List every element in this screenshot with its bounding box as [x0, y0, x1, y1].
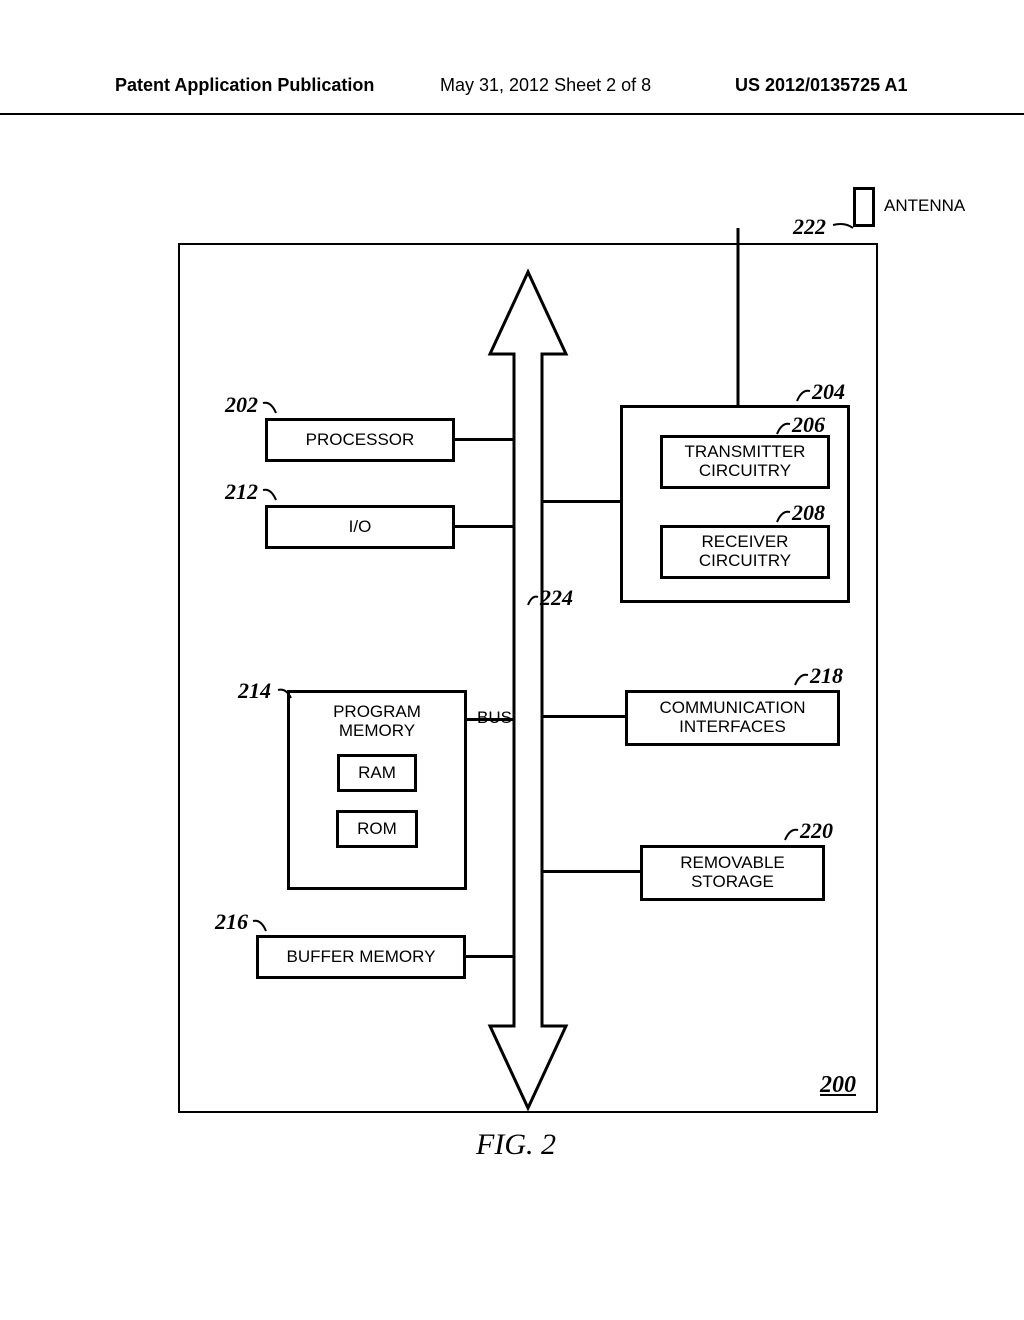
- buffer-memory-box: BUFFER MEMORY: [256, 935, 466, 979]
- header-right-text: US 2012/0135725 A1: [735, 75, 907, 96]
- transmitter-box: TRANSMITTER CIRCUITRY: [660, 435, 830, 489]
- device-outline: [178, 243, 878, 1113]
- receiver-box: RECEIVER CIRCUITRY: [660, 525, 830, 579]
- program-memory-box: PROGRAM MEMORY RAM ROM: [287, 690, 467, 890]
- io-box: I/O: [265, 505, 455, 549]
- buffermem-connector: [466, 955, 514, 958]
- bus-ref: 224: [540, 585, 573, 611]
- header-center-text: May 31, 2012 Sheet 2 of 8: [440, 75, 651, 96]
- rom-box: ROM: [336, 810, 418, 848]
- ram-box: RAM: [337, 754, 417, 792]
- processor-ref: 202: [225, 392, 258, 418]
- antenna-ref: 222: [793, 214, 826, 240]
- antenna-block: [853, 187, 875, 227]
- program-memory-label: PROGRAM MEMORY: [333, 703, 421, 740]
- removable-storage-label: REMOVABLE STORAGE: [680, 854, 785, 891]
- figure-label: FIG. 2: [476, 1128, 556, 1162]
- comm-connector: [542, 715, 625, 718]
- comm-ref: 218: [810, 663, 843, 689]
- storage-connector: [542, 870, 640, 873]
- processor-label: PROCESSOR: [306, 430, 415, 450]
- buffer-memory-label: BUFFER MEMORY: [287, 947, 436, 967]
- processor-connector: [455, 438, 514, 441]
- progmem-connector: [467, 718, 514, 721]
- storage-ref: 220: [800, 818, 833, 844]
- rom-label: ROM: [357, 819, 397, 838]
- receiver-ref: 208: [792, 500, 825, 526]
- page-header: Patent Application Publication May 31, 2…: [0, 75, 1024, 115]
- buffer-ref: 216: [215, 909, 248, 935]
- comm-interfaces-label: COMMUNICATION INTERFACES: [659, 699, 805, 736]
- receiver-label: RECEIVER CIRCUITRY: [699, 533, 791, 570]
- comm-interfaces-box: COMMUNICATION INTERFACES: [625, 690, 840, 746]
- io-ref: 212: [225, 479, 258, 505]
- io-connector: [455, 525, 514, 528]
- io-label: I/O: [349, 517, 372, 537]
- ram-label: RAM: [358, 763, 396, 782]
- removable-storage-box: REMOVABLE STORAGE: [640, 845, 825, 901]
- antenna-label: ANTENNA: [884, 196, 965, 216]
- transmitter-ref: 206: [792, 412, 825, 438]
- progmem-ref: 214: [238, 678, 271, 704]
- transceiver-ref: 204: [812, 379, 845, 405]
- header-left-text: Patent Application Publication: [115, 75, 374, 96]
- processor-box: PROCESSOR: [265, 418, 455, 462]
- main-ref: 200: [820, 1072, 856, 1099]
- transceiver-connector: [542, 500, 620, 503]
- patent-page: Patent Application Publication May 31, 2…: [0, 0, 1024, 1320]
- transmitter-label: TRANSMITTER CIRCUITRY: [685, 443, 806, 480]
